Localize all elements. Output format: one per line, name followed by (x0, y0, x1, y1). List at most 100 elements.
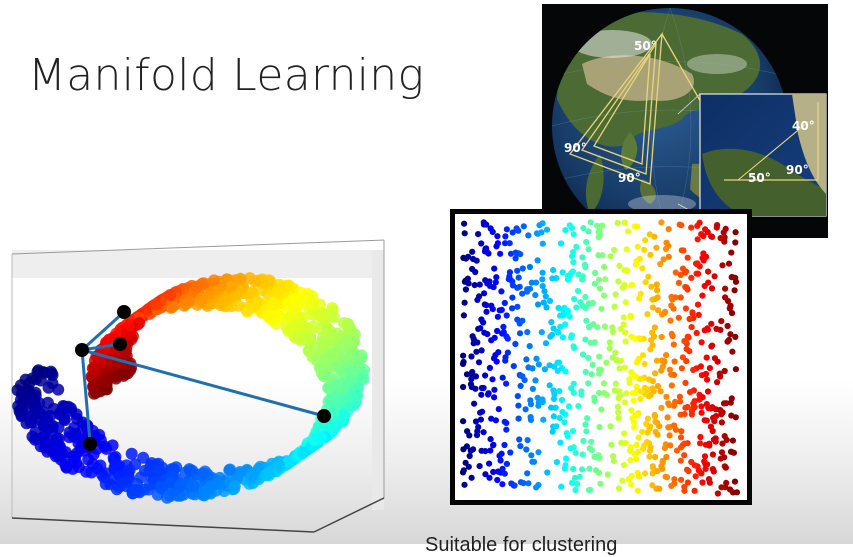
scatter-point (596, 285, 603, 292)
scatter-point (503, 312, 510, 319)
scatter-point (579, 351, 587, 358)
scatter-point (466, 432, 473, 439)
scatter-point (509, 294, 516, 301)
roll-point (195, 292, 208, 305)
scatter-point (587, 219, 594, 226)
scatter-point (709, 342, 716, 349)
scatter-point (681, 452, 688, 459)
roll-point (106, 439, 119, 452)
scatter-point (628, 281, 636, 288)
scatter-point (633, 456, 640, 463)
roll-point (297, 320, 310, 333)
roll-point (99, 375, 112, 388)
graph-edge (81, 348, 325, 418)
scatter-point (619, 284, 626, 291)
scatter-point (492, 417, 499, 424)
scatter-point (657, 260, 664, 268)
scatter-point (509, 282, 516, 289)
scatter-point (494, 233, 501, 240)
scatter-point (688, 274, 695, 281)
scatter-point (462, 459, 469, 466)
scatter-point (708, 233, 715, 240)
scatter-point (549, 275, 556, 282)
scatter-point (677, 434, 685, 441)
scatter-point (575, 403, 582, 410)
scatter-point (623, 246, 630, 253)
scatter-point (644, 311, 651, 318)
roll-point (327, 418, 340, 431)
graph-node (113, 337, 127, 351)
scatter-point (634, 487, 641, 494)
roll-point (41, 445, 54, 458)
scatter-point (668, 302, 675, 309)
scatter-point (501, 470, 508, 477)
scatter-point (705, 404, 712, 412)
scatter-point (598, 305, 605, 312)
scatter-point (570, 259, 577, 266)
scatter-point (718, 449, 726, 456)
scatter-point (723, 479, 730, 486)
scatter-point (726, 305, 733, 312)
scatter-point (693, 260, 700, 267)
scatter-point (562, 321, 569, 328)
scatter-point (634, 448, 642, 455)
roll-point (259, 469, 272, 482)
scatter-point (706, 479, 713, 486)
scatter-point (468, 384, 475, 391)
scatter-point (562, 227, 569, 234)
scatter-point (649, 304, 657, 311)
scatter-point (591, 453, 598, 460)
scatter-point (714, 490, 721, 497)
scatter-point (493, 274, 500, 281)
scatter-point (680, 247, 687, 254)
roll-point (299, 331, 312, 344)
scatter-point (627, 456, 634, 464)
scatter-point (507, 250, 515, 257)
scatter-point (491, 394, 498, 401)
scatter-point (695, 467, 702, 474)
globe-inset: 40° 50° 90° (699, 93, 827, 217)
scatter-point (494, 476, 501, 484)
scatter-point (596, 366, 603, 373)
scatter-point (712, 435, 719, 442)
scatter-point (478, 347, 485, 354)
roll-point (72, 437, 85, 449)
scatter-point (579, 451, 586, 458)
scatter-point (717, 235, 724, 242)
scatter-point (585, 487, 593, 494)
scatter-point (541, 366, 548, 373)
scatter-point (535, 301, 542, 308)
scatter-point (539, 220, 546, 227)
scatter-point (506, 240, 513, 247)
scatter-point (631, 424, 638, 431)
scatter-point (618, 439, 625, 446)
scatter-point (517, 443, 524, 450)
scatter-point (666, 432, 673, 439)
roll-point (346, 366, 359, 379)
scatter-point (632, 261, 640, 268)
scatter-point (681, 411, 688, 418)
scatter-point (649, 482, 656, 489)
roll-point (116, 477, 129, 489)
scatter-point (563, 430, 570, 437)
scatter-point (615, 415, 622, 422)
scatter-point (704, 376, 711, 383)
scatter-point (481, 301, 488, 308)
scatter-point (620, 461, 628, 469)
roll-point (302, 344, 315, 357)
scatter-point (497, 457, 504, 464)
roll-point (123, 464, 136, 477)
scatter-point (645, 273, 652, 280)
roll-point (72, 461, 85, 473)
scatter-point (471, 282, 478, 289)
scatter-point (533, 355, 540, 362)
scatter-point (459, 360, 467, 367)
scatter-point (636, 335, 643, 342)
scatter-point (694, 236, 701, 243)
roll-point (125, 447, 138, 460)
scatter-point (515, 402, 522, 409)
scatter-point (529, 365, 536, 372)
scatter-point (535, 449, 542, 456)
scatter-point (670, 341, 677, 348)
scatter-point (662, 308, 669, 315)
